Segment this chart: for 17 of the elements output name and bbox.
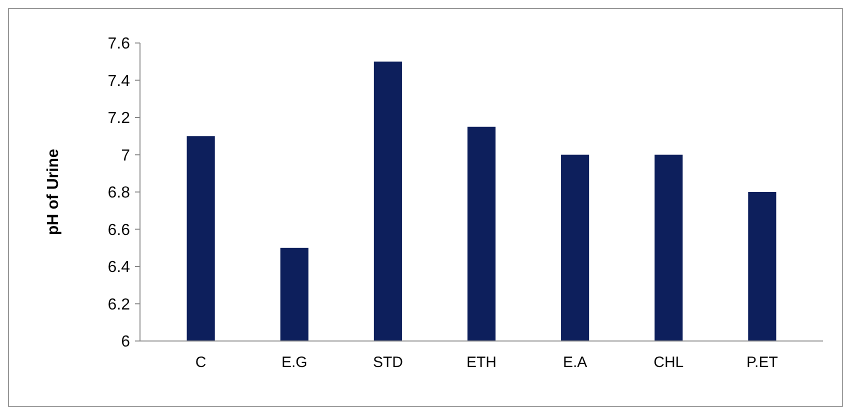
x-tick-label: C <box>195 354 206 371</box>
x-tick-label: STD <box>372 354 404 371</box>
y-axis-title: pH of Urine <box>45 148 62 236</box>
x-tick-label: ETH <box>466 354 496 371</box>
x-tick-label: E.G <box>281 354 308 371</box>
y-tick-label: 7 <box>121 147 130 164</box>
x-tick-label: CHL <box>654 354 684 371</box>
y-tick-label: 6.8 <box>108 184 130 202</box>
y-tick-label: 7.4 <box>108 72 130 90</box>
x-tick-label: E.A <box>562 354 588 371</box>
y-tick-label: 6.4 <box>108 259 130 276</box>
y-tick-label: 6.6 <box>108 222 130 239</box>
y-tick-label: 7.6 <box>108 36 130 53</box>
y-tick-label: 6.2 <box>108 296 130 314</box>
y-tick-label: 7.2 <box>108 110 130 128</box>
y-tick-label: 6 <box>121 334 130 351</box>
x-tick-label: P.ET <box>746 354 778 371</box>
